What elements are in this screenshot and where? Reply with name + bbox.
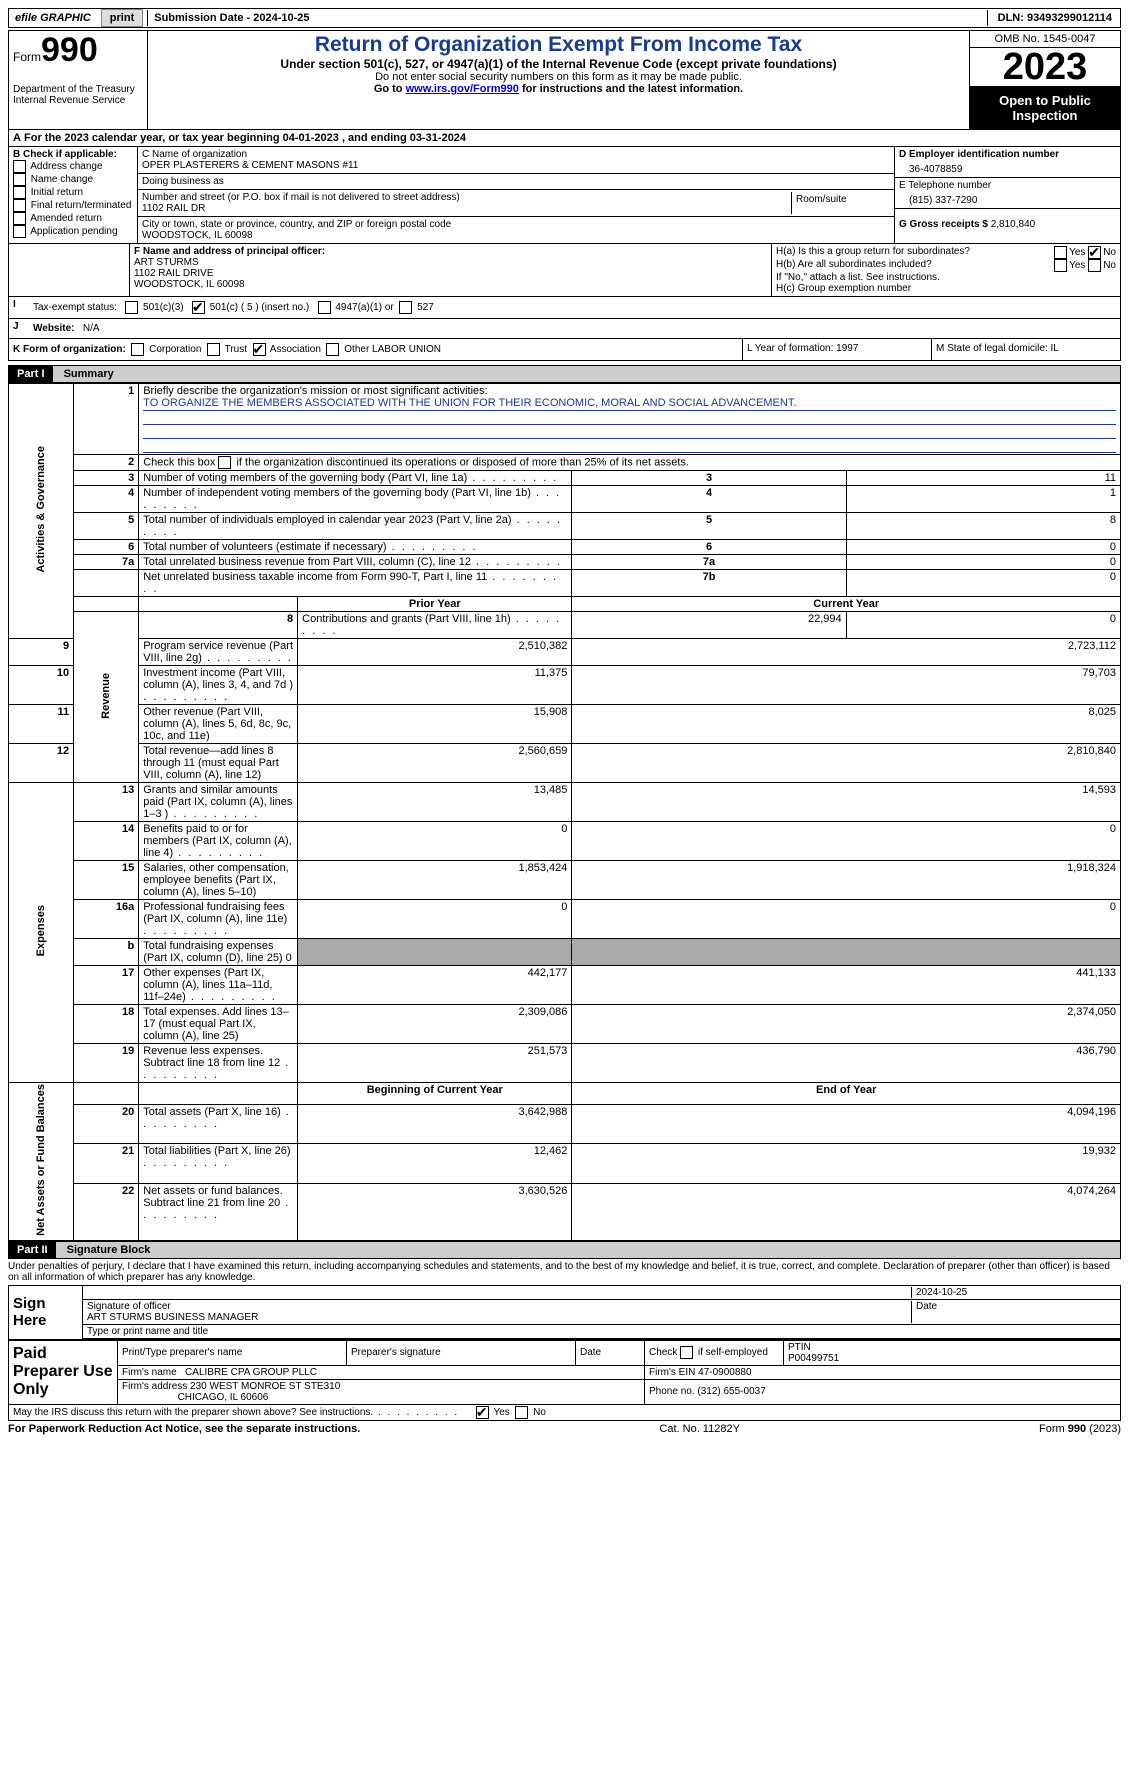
preparer-table: Paid Preparer Use Only Print/Type prepar… <box>8 1340 1121 1421</box>
part-1-header: Part I Summary <box>8 365 1121 383</box>
form-subtitle: Under section 501(c), 527, or 4947(a)(1)… <box>154 57 963 71</box>
form-number: 990 <box>41 31 98 69</box>
summary-table: Activities & Governance 1 Briefly descri… <box>8 383 1121 1241</box>
final-return-checkbox[interactable] <box>13 199 26 212</box>
expenses-side-label: Expenses <box>35 905 47 956</box>
net-assets-side-label: Net Assets or Fund Balances <box>35 1084 47 1236</box>
part-2-header: Part II Signature Block <box>8 1241 1121 1259</box>
dln-label: DLN: 93493299012114 <box>992 10 1120 26</box>
catalog-number: Cat. No. 11282Y <box>659 1423 740 1435</box>
gov-side-label: Activities & Governance <box>35 446 47 573</box>
4947-checkbox[interactable] <box>318 301 331 314</box>
form-ref: Form 990 (2023) <box>1039 1423 1121 1435</box>
discuss-no-checkbox[interactable] <box>515 1406 528 1419</box>
initial-return-checkbox[interactable] <box>13 186 26 199</box>
subordinates-no-checkbox[interactable] <box>1088 259 1101 272</box>
paid-preparer-label: Paid Preparer Use Only <box>9 1340 118 1404</box>
street-cell: Number and street (or P.O. box if mail i… <box>138 190 894 217</box>
tax-period-row: A For the 2023 calendar year, or tax yea… <box>8 130 1121 147</box>
trust-checkbox[interactable] <box>207 343 220 356</box>
527-checkbox[interactable] <box>399 301 412 314</box>
officer-group-row: F Name and address of principal officer:… <box>8 244 1121 297</box>
h-a-label: H(a) Is this a group return for subordin… <box>776 246 970 259</box>
irs-label: Internal Revenue Service <box>13 95 143 106</box>
group-return-yes-checkbox[interactable] <box>1054 246 1067 259</box>
assoc-checkbox[interactable] <box>253 343 266 356</box>
page-footer: For Paperwork Reduction Act Notice, see … <box>8 1423 1121 1435</box>
501c-checkbox[interactable] <box>192 301 205 314</box>
year-formation: L Year of formation: 1997 <box>742 339 931 360</box>
goto-prefix: Go to <box>374 83 406 95</box>
sign-here-label: Sign Here <box>9 1286 83 1339</box>
tax-year: 2023 <box>970 48 1120 87</box>
irs-link[interactable]: www.irs.gov/Form990 <box>406 83 519 95</box>
501c3-checkbox[interactable] <box>125 301 138 314</box>
top-bar: efile GRAPHIC print Submission Date - 20… <box>8 8 1121 28</box>
city-cell: City or town, state or province, country… <box>138 217 894 243</box>
group-return-no-checkbox[interactable] <box>1088 246 1101 259</box>
goto-suffix: for instructions and the latest informat… <box>519 83 743 95</box>
box-b: B Check if applicable: Address change Na… <box>9 147 138 243</box>
ssn-note: Do not enter social security numbers on … <box>154 71 963 83</box>
entity-info-block: B Check if applicable: Address change Na… <box>8 147 1121 244</box>
dept-treasury: Department of the Treasury <box>13 84 143 95</box>
h-b-note: If "No," attach a list. See instructions… <box>776 272 1116 283</box>
submission-date: Submission Date - 2024-10-25 <box>147 10 987 26</box>
print-button[interactable]: print <box>101 9 143 27</box>
subordinates-yes-checkbox[interactable] <box>1054 259 1067 272</box>
open-inspection: Open to Public Inspection <box>970 87 1120 129</box>
discontinued-checkbox[interactable] <box>218 456 231 469</box>
ein-cell: D Employer identification number 36-4078… <box>895 147 1120 178</box>
org-name-cell: C Name of organization OPER PLASTERERS &… <box>138 147 894 174</box>
form-title: Return of Organization Exempt From Incom… <box>154 33 963 57</box>
dba-cell: Doing business as <box>138 174 894 190</box>
h-c-label: H(c) Group exemption number <box>776 283 1116 294</box>
h-b-label: H(b) Are all subordinates included? <box>776 259 932 272</box>
application-pending-checkbox[interactable] <box>13 225 26 238</box>
paperwork-notice: For Paperwork Reduction Act Notice, see … <box>8 1423 360 1435</box>
self-employed-checkbox[interactable] <box>680 1346 693 1359</box>
discuss-yes-checkbox[interactable] <box>476 1406 489 1419</box>
signature-block: Sign Here 2024-10-25 Signature of office… <box>8 1285 1121 1340</box>
revenue-side-label: Revenue <box>100 673 112 719</box>
penalty-statement: Under penalties of perjury, I declare th… <box>8 1259 1121 1285</box>
gross-receipts-cell: G Gross receipts $ 2,810,840 <box>895 209 1120 232</box>
amended-return-checkbox[interactable] <box>13 212 26 225</box>
form-header: Form990 Department of the Treasury Inter… <box>8 30 1121 130</box>
address-change-checkbox[interactable] <box>13 160 26 173</box>
form-word: Form <box>13 50 41 64</box>
corp-checkbox[interactable] <box>131 343 144 356</box>
efile-label: efile GRAPHIC <box>9 10 97 26</box>
name-change-checkbox[interactable] <box>13 173 26 186</box>
other-checkbox[interactable] <box>326 343 339 356</box>
phone-cell: E Telephone number (815) 337-7290 <box>895 178 1120 209</box>
state-domicile: M State of legal domicile: IL <box>931 339 1120 360</box>
